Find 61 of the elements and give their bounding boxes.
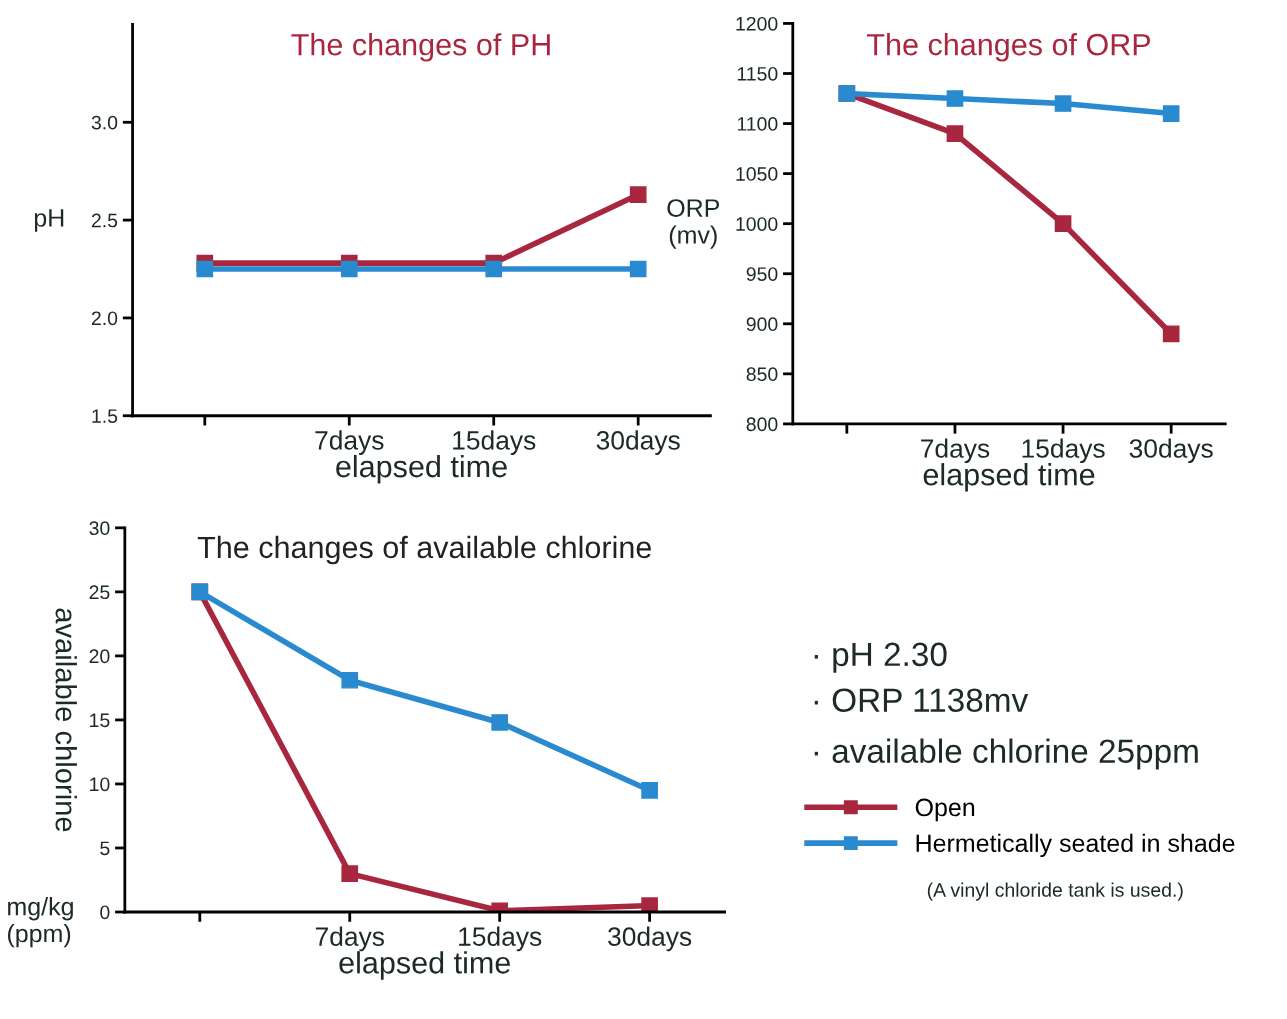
point bbox=[1162, 325, 1180, 343]
y-tick-label: 3.0 bbox=[91, 115, 118, 130]
y-axis-title: pH bbox=[34, 209, 64, 232]
legend-label: Hermetically seated in shade bbox=[916, 833, 1235, 858]
x-tick-label: 30days bbox=[1129, 438, 1213, 464]
y-tick-label: 800 bbox=[746, 417, 778, 432]
y-tick-label: 1200 bbox=[736, 16, 778, 31]
text: · pH 2.30 bbox=[814, 642, 947, 673]
y-tick-label: 5 bbox=[100, 841, 110, 856]
y-tick-label: 850 bbox=[746, 367, 778, 382]
x-tick-label: 15days bbox=[453, 430, 536, 455]
point bbox=[629, 186, 647, 204]
chart-title: The changes of available chlorine bbox=[197, 535, 651, 565]
y-tick-label: 1000 bbox=[736, 217, 778, 231]
point bbox=[1162, 105, 1180, 122]
x-tick-label: 30days bbox=[596, 430, 680, 455]
y-tick-label: 2.0 bbox=[91, 311, 118, 326]
point bbox=[341, 865, 359, 882]
point bbox=[1054, 215, 1072, 233]
point bbox=[641, 897, 658, 912]
y-tick-label: 1.5 bbox=[92, 409, 118, 423]
y-axis-title: ORP (mv) bbox=[667, 199, 720, 249]
y-tick-label: 1100 bbox=[737, 117, 778, 131]
y-tick-label: 20 bbox=[89, 649, 110, 664]
point bbox=[341, 671, 359, 689]
y-tick-label: 900 bbox=[746, 317, 778, 332]
chart-title: The changes of ORP bbox=[867, 33, 1151, 62]
point bbox=[340, 260, 358, 278]
x-tick-label: 15days bbox=[459, 926, 542, 952]
text: · ORP 1138mv bbox=[814, 688, 1029, 713]
x-tick-label: 7days bbox=[315, 430, 384, 455]
x-tick-label: 15days bbox=[1022, 438, 1105, 464]
point bbox=[1054, 95, 1072, 112]
y-tick-label: 30 bbox=[89, 521, 110, 536]
y-tick-label: 10 bbox=[90, 777, 110, 792]
text: · available chlorine 25ppm bbox=[814, 738, 1198, 770]
x-axis-title: elapsed time bbox=[336, 454, 507, 484]
y-tick-label: 0 bbox=[100, 905, 110, 920]
x-tick-label: 30days bbox=[608, 926, 692, 952]
y-tick-label: 15 bbox=[90, 713, 110, 728]
point bbox=[946, 90, 964, 107]
x-axis-title: elapsed time bbox=[923, 463, 1095, 492]
x-axis-title: elapsed time bbox=[339, 951, 510, 980]
y-tick-label: 1050 bbox=[736, 167, 778, 181]
point bbox=[629, 260, 647, 278]
text: mg/kg (ppm) bbox=[7, 897, 73, 948]
y-tick-label: 1150 bbox=[737, 66, 778, 81]
point bbox=[946, 125, 964, 142]
point bbox=[491, 714, 509, 731]
y-axis-title: available chlorine bbox=[55, 608, 77, 832]
point bbox=[641, 782, 658, 799]
y-tick-label: 950 bbox=[746, 267, 778, 281]
x-tick-label: 7days bbox=[921, 438, 990, 464]
x-tick-label: 7days bbox=[315, 926, 384, 952]
y-tick-label: 2.5 bbox=[91, 213, 118, 228]
text: (A vinyl chloride tank is used.) bbox=[927, 882, 1183, 901]
y-tick-label: 25 bbox=[89, 585, 110, 600]
point bbox=[196, 260, 214, 278]
legend-label: Open bbox=[915, 798, 975, 822]
chart-title: The changes of PH bbox=[291, 33, 550, 62]
point bbox=[485, 260, 503, 278]
